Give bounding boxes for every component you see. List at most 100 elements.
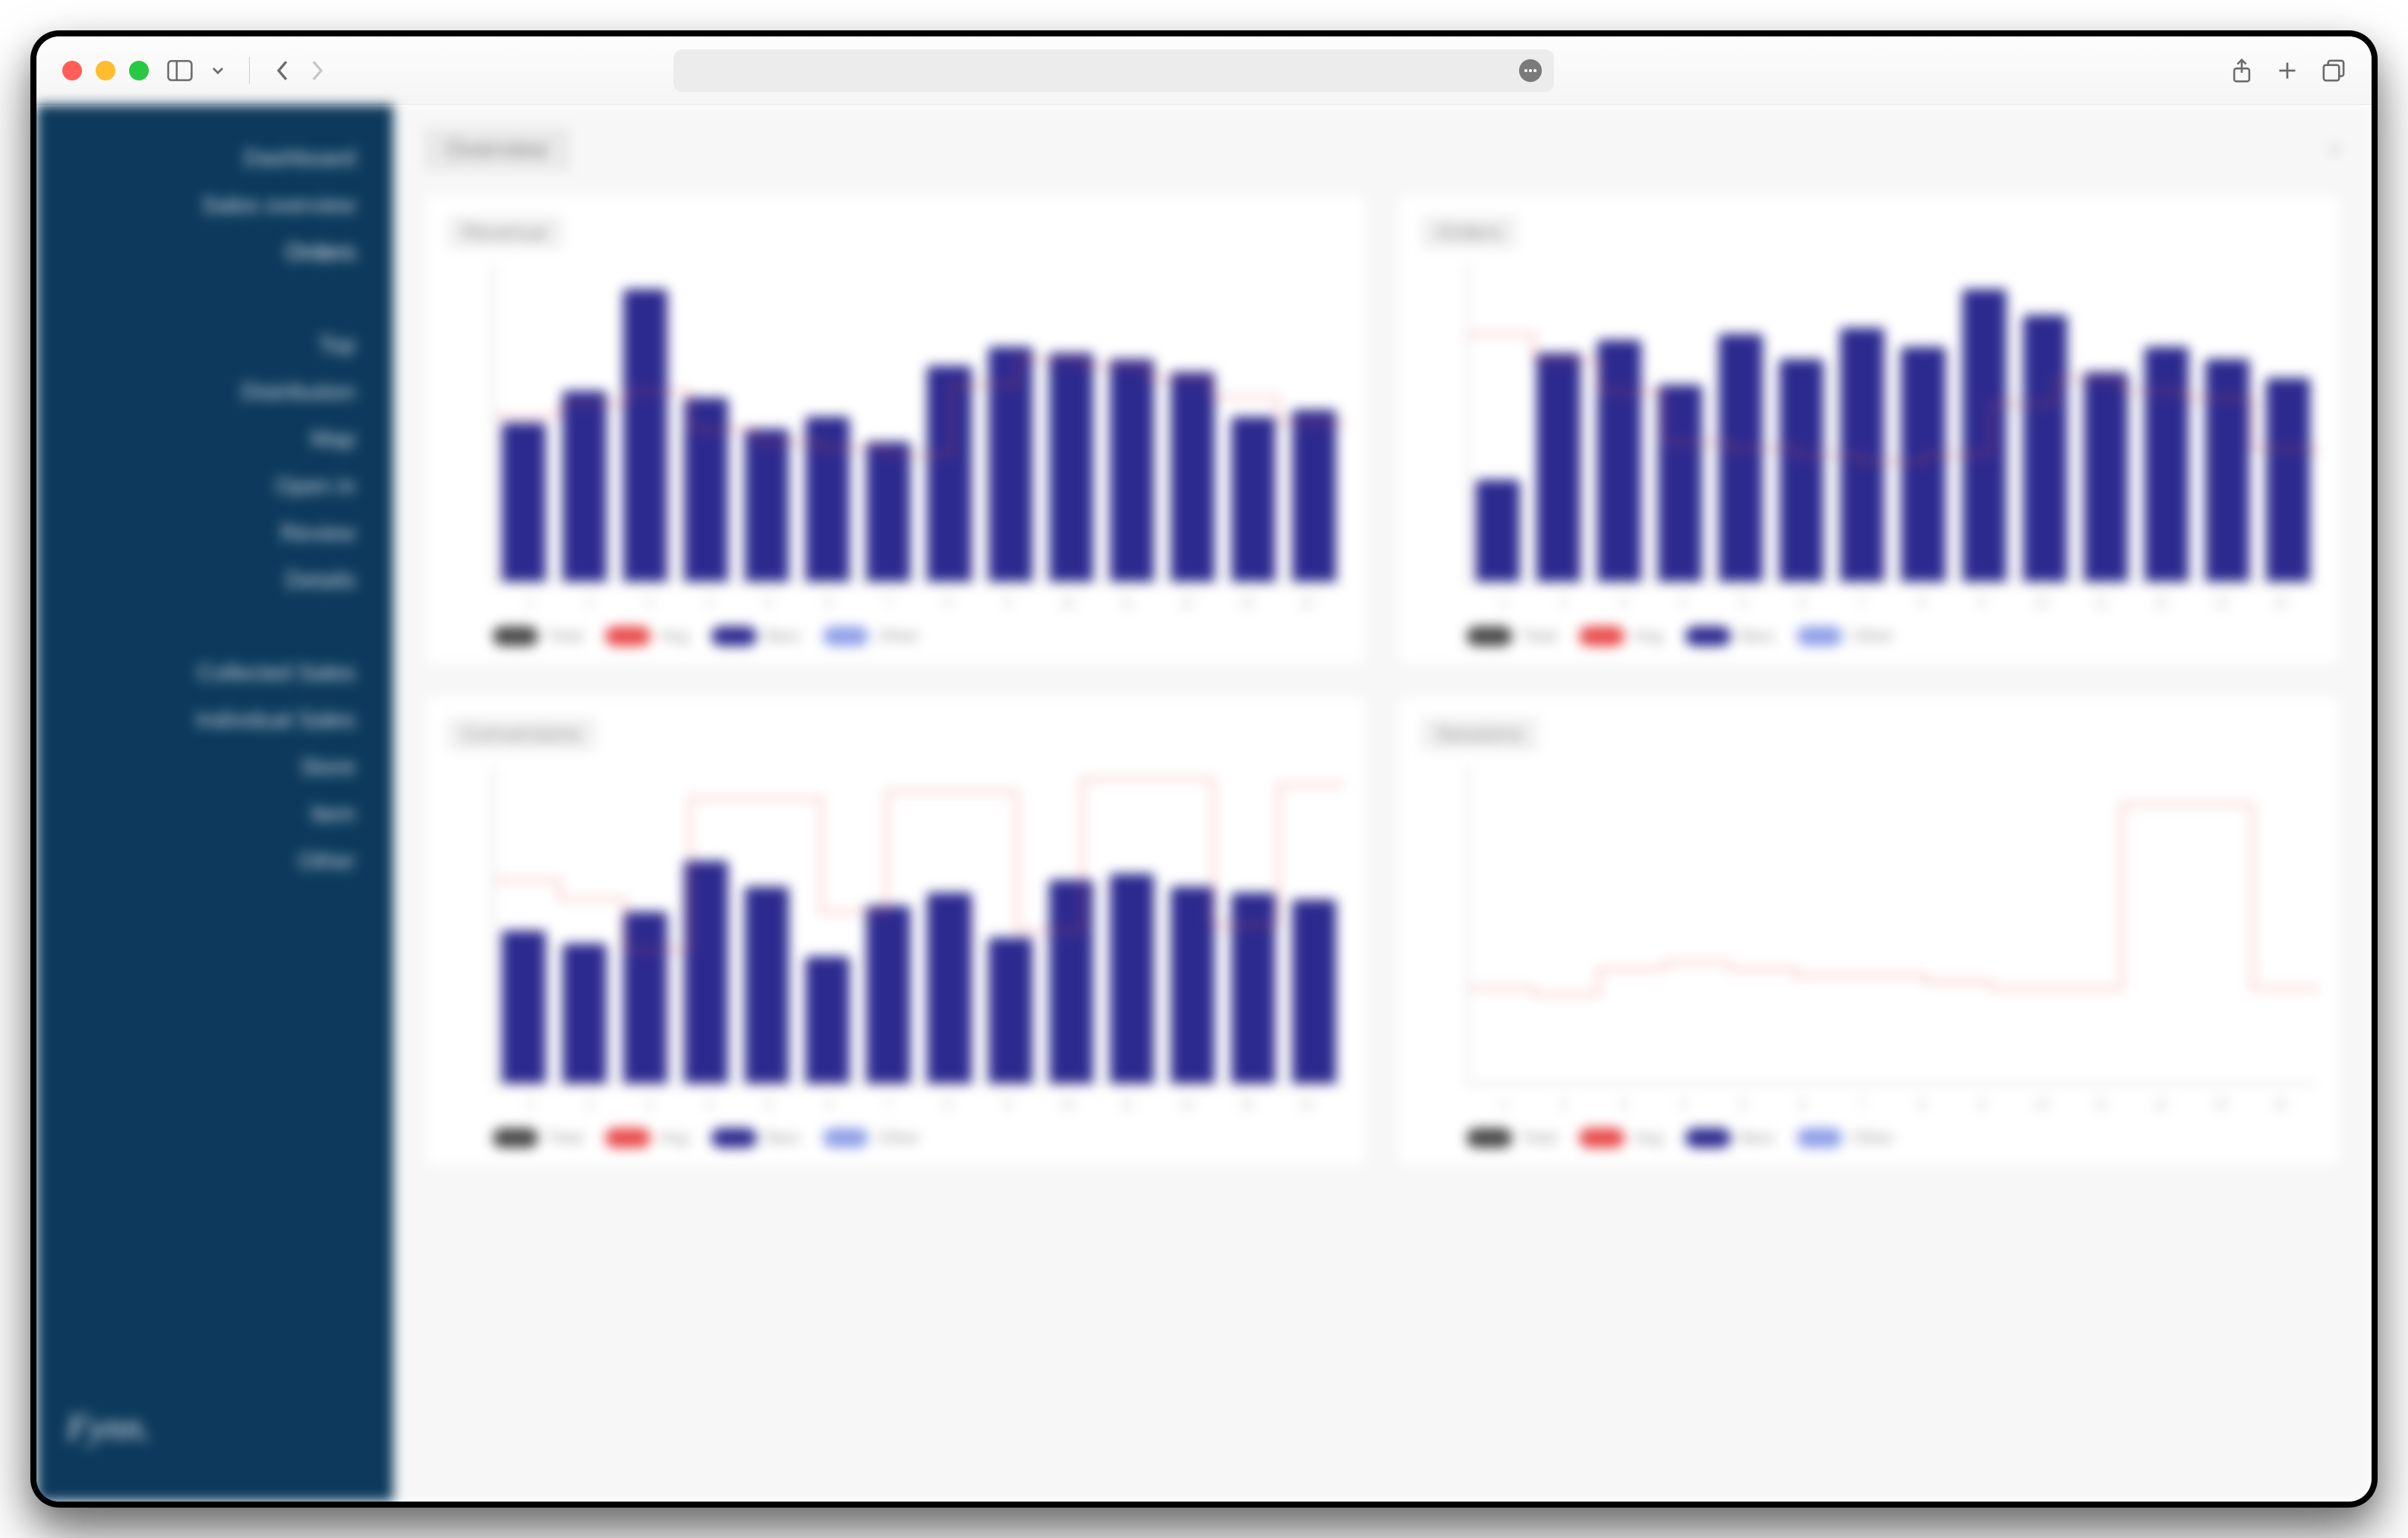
sidebar-item[interactable]: Store [36, 744, 393, 791]
bar [684, 861, 728, 1083]
sidebar-item[interactable]: Open in [36, 463, 393, 510]
x-tick: 13 [1217, 595, 1277, 611]
sidebar-item[interactable]: Orders [36, 229, 393, 276]
x-tick: 5 [1713, 595, 1773, 611]
legend-label: Bars [766, 1128, 800, 1148]
sidebar-item[interactable]: Review [36, 510, 393, 557]
x-tick: 7 [1833, 1097, 1893, 1113]
chart-card: Sessions1234567891011121314TotalAvgBarsO… [1398, 695, 2341, 1167]
sidebar-item[interactable]: Item [36, 791, 393, 838]
bar [1537, 353, 1581, 581]
sidebar-group-1: DashboardSales overviewOrders [36, 135, 393, 276]
site-menu-icon[interactable] [1519, 59, 1542, 82]
legend-item[interactable]: Avg [1579, 1128, 1663, 1148]
legend-label: Other [1852, 626, 1893, 646]
tabs-overview-icon[interactable] [2321, 58, 2346, 84]
x-tick: 2 [560, 1097, 620, 1113]
x-tick: 1 [1474, 595, 1534, 611]
toolbar-separator [249, 57, 250, 84]
legend-item[interactable]: Total [1467, 626, 1556, 646]
x-tick: 4 [1653, 1097, 1713, 1113]
legend-item[interactable]: Bars [1685, 1128, 1774, 1148]
legend-label: Total [1521, 1128, 1556, 1148]
legend-swatch [1797, 1128, 1842, 1148]
bar [1840, 328, 1884, 581]
x-tick: 3 [1593, 1097, 1653, 1113]
legend-label: Total [1521, 626, 1556, 646]
legend-item[interactable]: Bars [711, 626, 800, 646]
app-content: DashboardSales overviewOrders TopDistrib… [36, 105, 2372, 1502]
x-tick: 6 [1773, 595, 1833, 611]
x-tick: 8 [918, 1097, 978, 1113]
forward-button[interactable] [309, 59, 326, 82]
sidebar-item[interactable]: Individual Sales [36, 697, 393, 744]
legend-label: Other [1852, 1128, 1893, 1148]
chart-x-axis: 1234567891011121314 [1467, 591, 2318, 611]
bar [1231, 893, 1275, 1083]
sidebar-item[interactable]: Top [36, 322, 393, 369]
x-tick: 2 [1534, 1097, 1594, 1113]
sidebar-item[interactable]: Map [36, 416, 393, 463]
x-tick: 7 [1833, 595, 1893, 611]
sidebar-item[interactable]: Dashboard [36, 135, 393, 182]
legend-item[interactable]: Total [493, 1128, 582, 1148]
legend-label: Other [878, 1128, 919, 1148]
legend-item[interactable]: Other [823, 1128, 919, 1148]
chart-card: Conversions1234567891011121314TotalAvgBa… [424, 695, 1367, 1167]
page-header-action[interactable]: > [2329, 137, 2341, 162]
legend-item[interactable]: Other [1797, 626, 1893, 646]
address-bar[interactable] [673, 49, 1554, 92]
legend-item[interactable]: Avg [605, 1128, 689, 1148]
legend-swatch [1467, 626, 1512, 646]
x-tick: 10 [2012, 1097, 2072, 1113]
x-tick: 14 [1276, 595, 1336, 611]
sidebar: DashboardSales overviewOrders TopDistrib… [36, 105, 393, 1502]
x-tick: 12 [1157, 1097, 1217, 1113]
x-tick: 6 [799, 595, 859, 611]
legend-item[interactable]: Total [493, 626, 582, 646]
x-tick: 1 [1474, 1097, 1534, 1113]
bar [2145, 347, 2189, 581]
legend-swatch [823, 1128, 868, 1148]
share-icon[interactable] [2230, 58, 2253, 84]
legend-item[interactable]: Other [1797, 1128, 1893, 1148]
x-tick: 4 [1653, 595, 1713, 611]
x-tick: 8 [918, 595, 978, 611]
x-tick: 4 [679, 595, 739, 611]
x-tick: 9 [978, 1097, 1038, 1113]
main-panel: Overview > Revenue1234567891011121314Tot… [393, 105, 2372, 1502]
bar [1292, 410, 1336, 581]
bar [563, 944, 607, 1083]
x-tick: 1 [500, 595, 560, 611]
sidebar-item[interactable]: Distribution [36, 369, 393, 416]
sidebar-item[interactable]: Sales overview [36, 182, 393, 229]
x-tick: 6 [1773, 1097, 1833, 1113]
minimize-window-button[interactable] [96, 61, 115, 80]
legend-swatch [605, 626, 651, 646]
bar [684, 398, 728, 581]
bar [2205, 359, 2249, 581]
legend-item[interactable]: Avg [1579, 626, 1663, 646]
legend-swatch [493, 1128, 538, 1148]
legend-item[interactable]: Bars [1685, 626, 1774, 646]
x-tick: 11 [2071, 595, 2131, 611]
new-tab-icon[interactable] [2276, 58, 2299, 84]
legend-item[interactable]: Bars [711, 1128, 800, 1148]
x-tick: 14 [2250, 1097, 2310, 1113]
chevron-down-icon[interactable] [211, 64, 225, 77]
maximize-window-button[interactable] [129, 61, 149, 80]
legend-item[interactable]: Total [1467, 1128, 1556, 1148]
sidebar-item[interactable]: Other [36, 838, 393, 885]
legend-swatch [1685, 626, 1731, 646]
chart-x-axis: 1234567891011121314 [493, 591, 1344, 611]
back-button[interactable] [274, 59, 291, 82]
legend-item[interactable]: Avg [605, 626, 689, 646]
bar [988, 347, 1032, 581]
bar [2084, 372, 2128, 581]
sidebar-toggle-icon[interactable] [167, 60, 193, 81]
legend-label: Other [878, 626, 919, 646]
close-window-button[interactable] [62, 61, 82, 80]
sidebar-item[interactable]: Collected Sales [36, 650, 393, 697]
sidebar-item[interactable]: Details [36, 557, 393, 604]
legend-item[interactable]: Other [823, 626, 919, 646]
